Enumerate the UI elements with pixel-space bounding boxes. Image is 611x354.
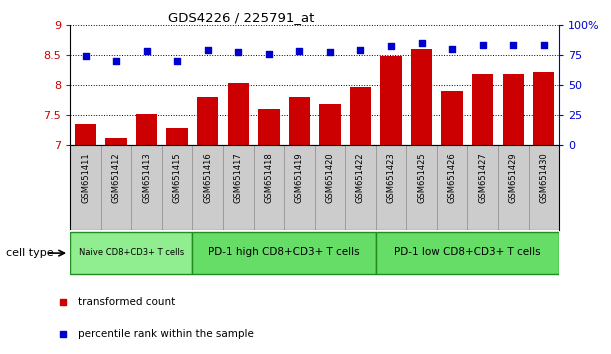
Bar — [442, 91, 463, 145]
Point — [447, 46, 457, 52]
Point — [81, 53, 90, 59]
Point — [349, 161, 359, 167]
Text: GSM651411: GSM651411 — [81, 152, 90, 202]
Text: GSM651416: GSM651416 — [203, 152, 212, 203]
Bar — [533, 72, 555, 145]
Text: transformed count: transformed count — [78, 297, 175, 307]
Point — [233, 50, 243, 55]
Text: GSM651430: GSM651430 — [540, 152, 548, 203]
Bar — [289, 97, 310, 145]
Text: GSM651426: GSM651426 — [448, 152, 456, 203]
Text: GSM651423: GSM651423 — [387, 152, 395, 203]
Bar — [258, 109, 280, 145]
Point — [264, 51, 274, 57]
Text: percentile rank within the sample: percentile rank within the sample — [78, 329, 254, 339]
Point — [508, 42, 518, 48]
Bar — [411, 49, 433, 145]
Text: GSM651425: GSM651425 — [417, 152, 426, 202]
Text: GSM651417: GSM651417 — [234, 152, 243, 203]
Bar — [320, 104, 341, 145]
Point — [203, 47, 213, 53]
Bar — [197, 97, 219, 145]
Bar — [70, 233, 192, 274]
Text: GSM651413: GSM651413 — [142, 152, 151, 203]
Point — [295, 48, 304, 54]
Text: GSM651422: GSM651422 — [356, 152, 365, 202]
Point — [386, 44, 396, 49]
Point — [539, 42, 549, 48]
Bar — [136, 114, 158, 145]
Text: GSM651420: GSM651420 — [326, 152, 334, 202]
Text: GSM651419: GSM651419 — [295, 152, 304, 202]
Text: cell type: cell type — [6, 248, 54, 258]
Text: GSM651427: GSM651427 — [478, 152, 487, 203]
Text: GSM651418: GSM651418 — [265, 152, 273, 203]
Point — [478, 42, 488, 48]
Bar — [166, 128, 188, 145]
Point — [417, 40, 426, 46]
Bar — [350, 87, 371, 145]
Bar — [192, 233, 376, 274]
Point — [142, 48, 152, 54]
Point — [356, 47, 365, 53]
Bar — [503, 74, 524, 145]
Text: GDS4226 / 225791_at: GDS4226 / 225791_at — [168, 11, 315, 24]
Text: GSM651412: GSM651412 — [112, 152, 120, 202]
Bar — [75, 124, 97, 145]
Point — [111, 58, 121, 64]
Text: PD-1 high CD8+CD3+ T cells: PD-1 high CD8+CD3+ T cells — [208, 247, 360, 257]
Text: GSM651429: GSM651429 — [509, 152, 518, 202]
Text: GSM651415: GSM651415 — [173, 152, 181, 202]
Point — [325, 50, 335, 55]
Bar — [106, 138, 127, 145]
Bar — [472, 74, 494, 145]
Bar — [228, 82, 249, 145]
Bar — [381, 56, 402, 145]
Point — [172, 58, 182, 64]
Text: Naive CD8+CD3+ T cells: Naive CD8+CD3+ T cells — [79, 248, 184, 257]
Text: PD-1 low CD8+CD3+ T cells: PD-1 low CD8+CD3+ T cells — [394, 247, 541, 257]
Bar — [376, 233, 559, 274]
